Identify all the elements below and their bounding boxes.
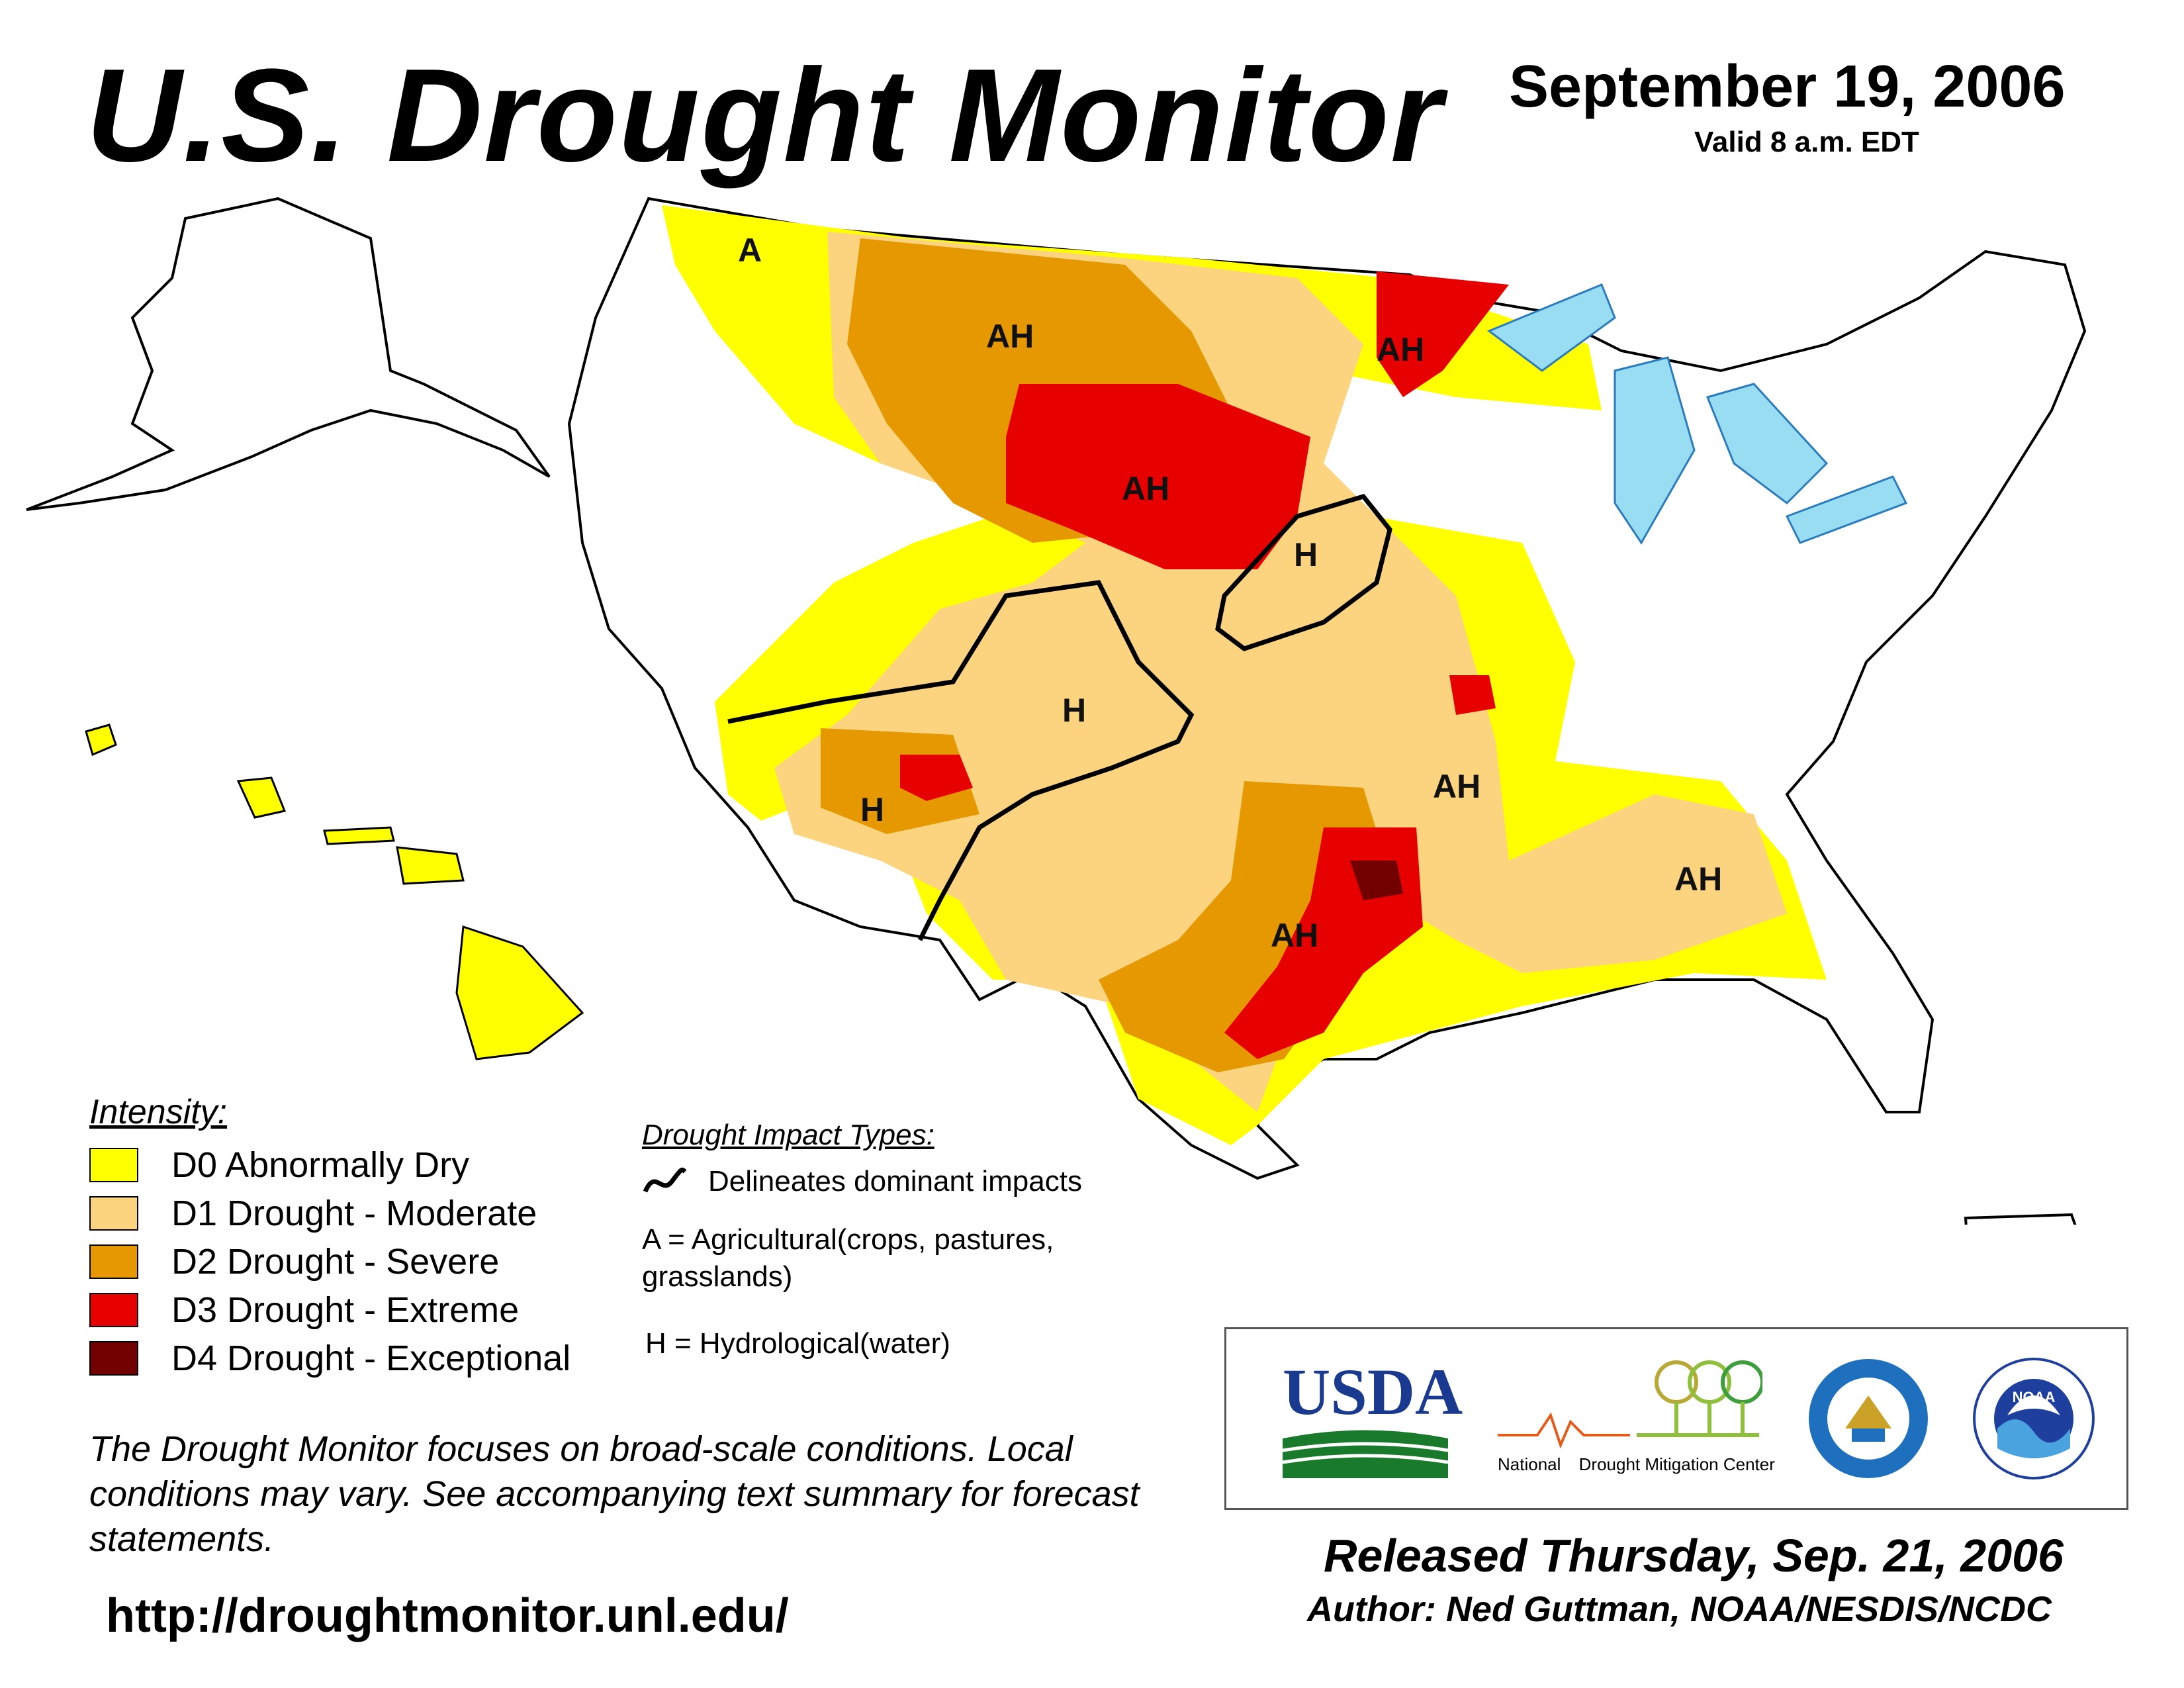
legend-swatch xyxy=(89,1196,138,1231)
impact-delineation-lines xyxy=(727,493,1392,941)
legend-item-d4: D4 Drought - Exceptional xyxy=(89,1338,570,1378)
map-date: September 19, 2006 xyxy=(1509,54,2066,120)
impact-label: AH xyxy=(1433,768,1480,805)
impact-label: H xyxy=(860,791,884,828)
hawaii-kauai xyxy=(85,724,117,757)
ndmc-logo: National Drought Mitigation Center xyxy=(1498,1356,1775,1488)
legend-label: D3 Drought - Extreme xyxy=(171,1290,520,1330)
legend-swatch xyxy=(89,1244,138,1279)
legend-item-d0: D0 Abnormally Dry xyxy=(89,1145,469,1185)
usda-hills-icon xyxy=(1282,1430,1449,1478)
impact-label: H xyxy=(1062,692,1086,729)
disclaimer-text: The Drought Monitor focuses on broad-sca… xyxy=(89,1429,1140,1559)
impact-types-title: Drought Impact Types: xyxy=(642,1119,934,1151)
drought-d4-regions xyxy=(1350,861,1403,900)
usda-logo: USDA xyxy=(1282,1355,1463,1478)
hawaii-molokai xyxy=(323,826,395,845)
great-lakes xyxy=(1486,283,1908,545)
impact-hydrological: H = Hydrological(water) xyxy=(645,1327,950,1360)
legend-item-d3: D3 Drought - Extreme xyxy=(89,1290,519,1330)
ndmc-logo-text-right: Drought Mitigation Center xyxy=(1578,1454,1775,1474)
impact-label: AH xyxy=(1674,861,1722,898)
ndmc-logo-text-left: National xyxy=(1498,1454,1561,1474)
page-title: U.S. Drought Monitor xyxy=(86,42,1443,189)
impact-labels: A AH AH AH H H H AH AH AH xyxy=(738,232,1722,954)
impact-label: A xyxy=(738,232,762,269)
partner-logos-box: USDA National Drought Mitigation Center xyxy=(1224,1327,2128,1510)
drought-map: A AH AH AH H H H AH AH AH xyxy=(26,197,2087,1225)
legend-swatch xyxy=(89,1148,138,1182)
legend-label: D4 Drought - Exceptional xyxy=(171,1338,571,1378)
hawaii-big-island xyxy=(455,925,584,1060)
impact-line-label: Delineates dominant impacts xyxy=(708,1165,1082,1197)
impact-label: AH xyxy=(986,318,1034,355)
impact-line-key: Delineates dominant impacts xyxy=(642,1165,1082,1198)
release-date: Released Thursday, Sep. 21, 2006 xyxy=(1324,1530,2064,1581)
legend-title: Intensity: xyxy=(89,1093,228,1131)
impact-label: AH xyxy=(1377,331,1424,368)
impact-label: AH xyxy=(1122,470,1169,507)
impact-line-icon xyxy=(643,1167,687,1193)
legend-label: D0 Abnormally Dry xyxy=(171,1145,470,1185)
valid-time: Valid 8 a.m. EDT xyxy=(1694,126,1919,158)
ndmc-trees-icon xyxy=(1498,1360,1764,1449)
legend-item-d2: D2 Drought - Severe xyxy=(89,1242,499,1282)
puerto-rico-shape xyxy=(1964,1213,2077,1225)
website-url[interactable]: http://droughtmonitor.unl.edu/ xyxy=(106,1589,789,1642)
hawaii-maui xyxy=(396,846,465,885)
legend-label: D2 Drought - Severe xyxy=(171,1242,500,1282)
impact-agricultural: A = Agricultural(crops, pastures, grassl… xyxy=(642,1223,1054,1293)
legend-label: D1 Drought - Moderate xyxy=(171,1194,537,1233)
impact-label: AH xyxy=(1271,917,1318,954)
author-credit: Author: Ned Guttman, NOAA/NESDIS/NCDC xyxy=(1307,1589,2052,1629)
legend-swatch xyxy=(89,1341,138,1376)
legend-item-d1: D1 Drought - Moderate xyxy=(89,1194,537,1233)
impact-label: H xyxy=(1294,536,1318,573)
noaa-logo-icon: NOAA xyxy=(1973,1358,2095,1479)
hawaii-oahu xyxy=(236,776,287,819)
commerce-seal-icon xyxy=(1809,1359,1928,1478)
noaa-logo-text: NOAA xyxy=(2013,1389,2056,1405)
alaska-shape xyxy=(26,197,551,511)
legend-swatch xyxy=(89,1293,138,1327)
usda-logo-text: USDA xyxy=(1283,1355,1463,1429)
